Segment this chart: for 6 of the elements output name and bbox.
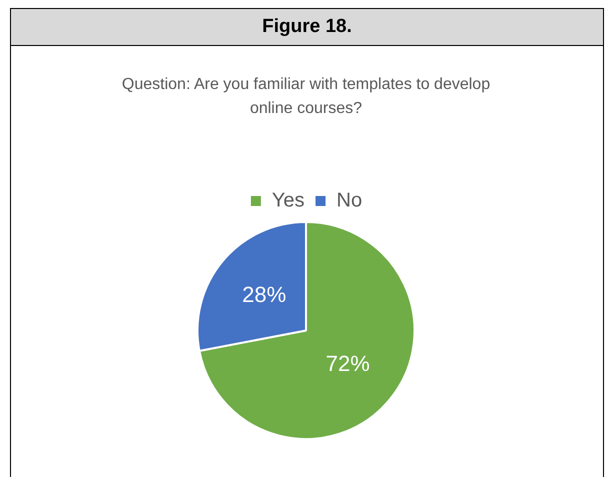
data-label: 72%	[326, 351, 370, 376]
legend-label: Yes	[272, 190, 305, 212]
chart-title: Figure 18.	[11, 9, 603, 46]
legend-label: No	[336, 190, 362, 212]
chart-subtitle: Question: Are you familiar with templates to develop online courses?	[120, 75, 492, 119]
data-label: 28%	[242, 282, 286, 307]
